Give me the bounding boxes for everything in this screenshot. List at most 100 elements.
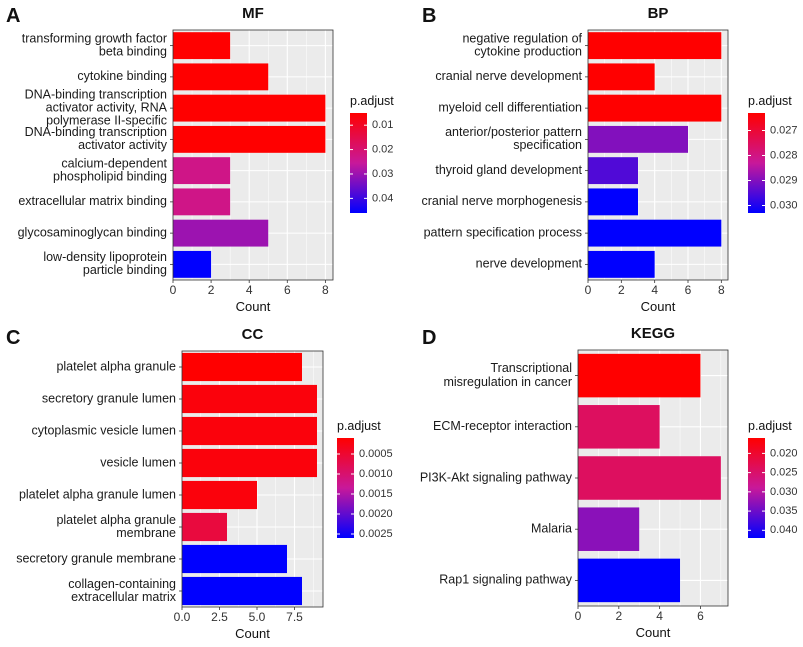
bar xyxy=(588,32,722,60)
legend-tick-label: 0.0025 xyxy=(359,528,393,540)
bar xyxy=(578,353,701,398)
x-tick-label: 0 xyxy=(170,283,177,297)
legend-tick-label: 0.027 xyxy=(770,124,798,136)
bar xyxy=(588,157,638,185)
y-tick-label: DNA-binding transcription activator activ… xyxy=(25,125,168,152)
bar xyxy=(588,250,655,278)
x-tick-label: 4 xyxy=(246,283,253,297)
x-axis-label: Count xyxy=(641,299,676,314)
y-tick-label: platelet alpha granule lumen xyxy=(19,487,176,501)
y-tick-label: calcium-dependent phospholipid binding xyxy=(53,156,168,183)
y-tick-label: secretory granule membrane xyxy=(16,551,176,565)
bar xyxy=(182,448,317,478)
legend-title: p.adjust xyxy=(350,94,394,108)
y-tick-label: extracellular matrix binding xyxy=(18,194,167,208)
y-tick-label: cytokine binding xyxy=(77,69,167,83)
x-tick-label: 8 xyxy=(322,283,329,297)
y-tick-label: platelet alpha granule membrane xyxy=(56,513,176,540)
legend-tick-label: 0.028 xyxy=(770,149,798,161)
bar xyxy=(173,94,326,122)
legend-colorbar xyxy=(337,438,354,538)
x-tick-label: 2.5 xyxy=(211,610,228,624)
legend-tick-label: 0.0015 xyxy=(359,488,393,500)
legend-tick-label: 0.029 xyxy=(770,174,798,186)
x-tick-label: 8 xyxy=(718,283,725,297)
y-tick-label: Transcriptional misregulation in cancer xyxy=(443,361,572,389)
x-tick-label: 2 xyxy=(615,609,622,623)
bar xyxy=(578,405,660,449)
bar xyxy=(588,188,638,216)
y-tick-label: PI3K-Akt signaling pathway xyxy=(420,470,573,484)
legend-title: p.adjust xyxy=(748,419,792,433)
chart-title: CC xyxy=(242,326,264,343)
panel-letter-d: D xyxy=(422,327,436,349)
panel-b-bp: B BP negative regulation of cytokine produc… xyxy=(421,5,797,314)
plot-border xyxy=(172,29,334,281)
y-tick-label: anterior/posterior pattern specification xyxy=(445,125,582,152)
x-axis-label: Count xyxy=(235,626,270,641)
bar xyxy=(173,32,231,60)
chart-title: MF xyxy=(242,5,264,22)
legend-tick-label: 0.0005 xyxy=(359,448,393,460)
y-tick-label: myeloid cell differentiation xyxy=(438,100,582,114)
legend-colorbar xyxy=(350,113,367,213)
panel-letter-c: C xyxy=(6,327,20,349)
y-tick-label: thyroid gland development xyxy=(435,163,582,177)
y-tick-label: Rap1 signaling pathway xyxy=(439,573,572,587)
bar xyxy=(588,125,688,153)
x-tick-label: 6 xyxy=(284,283,291,297)
bar xyxy=(578,558,681,603)
y-tick-label: negative regulation of cytokine productio… xyxy=(462,31,582,58)
legend-tick-label: 0.0010 xyxy=(359,468,393,480)
bar xyxy=(588,219,722,247)
bar xyxy=(173,188,231,216)
x-axis-label: Count xyxy=(636,625,671,640)
bar xyxy=(173,125,326,153)
bar xyxy=(182,352,302,382)
y-tick-label: DNA-binding transcription activator activ… xyxy=(25,87,168,127)
panel-letter-a: A xyxy=(6,5,20,27)
bar xyxy=(182,384,317,414)
y-tick-label: low-density lipoprotein particle binding xyxy=(43,250,167,277)
legend-colorbar xyxy=(748,438,765,538)
legend-tick-label: 0.025 xyxy=(770,467,798,479)
legend-tick-label: 0.030 xyxy=(770,486,798,498)
bar xyxy=(182,512,227,542)
legend-tick-label: 0.0020 xyxy=(359,508,393,520)
bar xyxy=(173,219,269,247)
bar xyxy=(173,157,231,185)
panel-a-mf: A MF transforming growth factor beta bindin… xyxy=(6,5,394,314)
y-tick-label: cranial nerve development xyxy=(435,69,582,83)
y-tick-label: pattern specification process xyxy=(424,225,582,239)
bar xyxy=(182,416,317,446)
legend-title: p.adjust xyxy=(748,94,792,108)
y-tick-label: glycosaminoglycan binding xyxy=(18,225,167,239)
bar xyxy=(578,456,721,500)
bar xyxy=(588,63,655,91)
bar xyxy=(182,544,287,574)
y-tick-label: transforming growth factor beta binding xyxy=(22,31,167,58)
plot-border xyxy=(587,29,729,281)
y-tick-label: Malaria xyxy=(531,521,572,535)
bar xyxy=(182,576,302,606)
panel-d-kegg: D KEGG Transcriptional misregulation in can… xyxy=(420,325,798,640)
bar xyxy=(182,480,257,510)
legend-tick-label: 0.035 xyxy=(770,505,798,517)
x-tick-label: 0.0 xyxy=(174,610,191,624)
legend-title: p.adjust xyxy=(337,419,381,433)
legend-tick-label: 0.02 xyxy=(372,143,393,155)
y-tick-label: ECM-receptor interaction xyxy=(433,419,572,433)
y-tick-label: collagen-containing extracellular matrix xyxy=(68,577,176,604)
y-tick-label: secretory granule lumen xyxy=(42,391,176,405)
bar xyxy=(173,63,269,91)
panel-letter-b: B xyxy=(422,5,436,27)
legend-tick-label: 0.040 xyxy=(770,524,798,536)
legend-tick-label: 0.030 xyxy=(770,199,798,211)
plot-border xyxy=(181,350,324,608)
chart-title: KEGG xyxy=(631,325,675,342)
legend-colorbar xyxy=(748,113,765,213)
legend-tick-label: 0.01 xyxy=(372,119,393,131)
legend-tick-label: 0.03 xyxy=(372,168,393,180)
